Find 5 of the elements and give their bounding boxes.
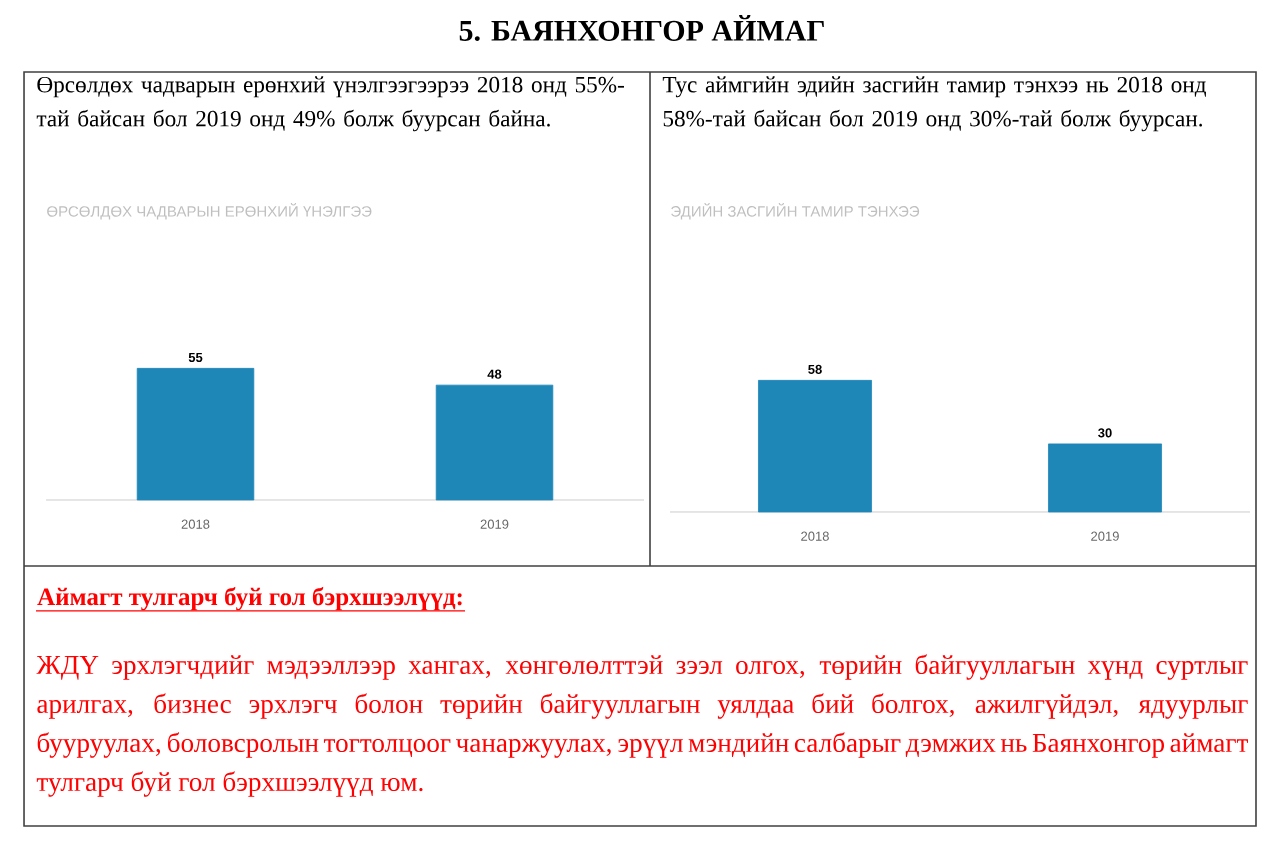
- text: Өрсөлдөх чадварын ерөнхий үнэлгээгээрээ 2018 онд 55%-тай байсан бол 2019 онд 49% болж буурсан байна.: [36, 76, 624, 132]
- text: 5. БАЯНХОНГОР АЙМАГ: [459, 15, 824, 42]
- text: ЖДҮ эрхлэгчдийг мэдээллээр хангах, хөнгөлөлттэй зээл олгох, төрийн байгууллагын хүнд суртлыг арилгах, бизнес эрхлэгч болон төрийн байгууллагын уялдаа бий болгох, ажилгүйдэл, ядуурлыг бууруулах, боловсролын тогтолцоог чанаржуулах, эрүүл мэндийн салбарыг дэмжих нь Баянхонгор аймагт тулгарч буй гол бэрхшээлүүд юм.: [36, 654, 1248, 797]
- text: Аймагт тулгарч буй гол бэрхшээлүүд:: [37, 587, 462, 611]
- text: Тус аймгийн эдийн засгийн тамир тэнхээ нь 2018 онд 58%-тай байсан бол 2019 онд 30%-тай болж буурсан.: [662, 76, 1207, 132]
